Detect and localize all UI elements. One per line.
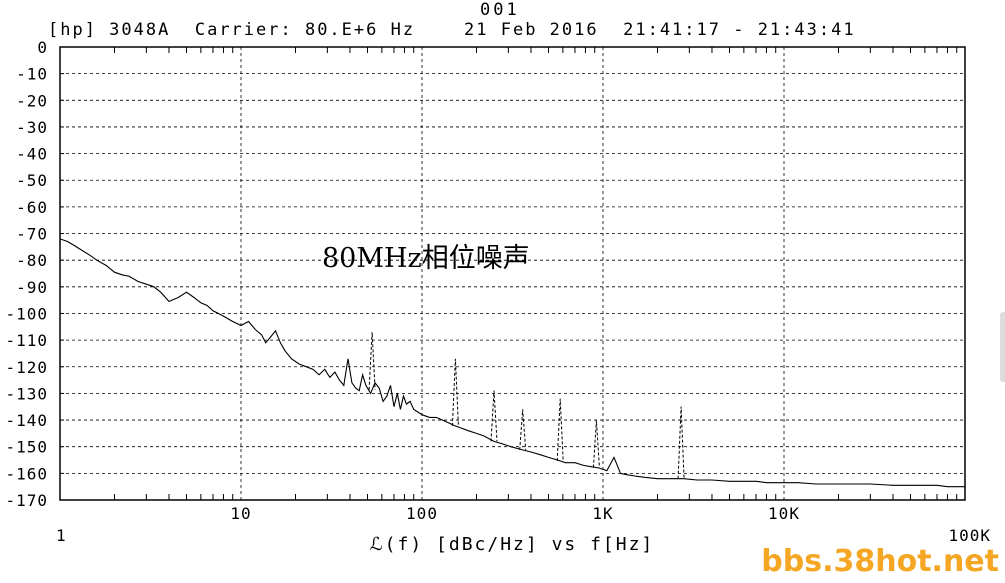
x-tick-label: 1K [592,504,613,523]
x-axis-ticks: 1 10 100 1K 10K 100K [56,47,991,545]
series-group [59,238,965,488]
x-tick-label: 100 [406,504,438,523]
y-tick-label: -140 [5,411,48,430]
y-tick-label: -150 [5,438,48,457]
spur-peak [592,420,600,468]
y-tick-label: 0 [37,38,48,57]
spur-peak [556,398,564,461]
y-tick-label: -40 [16,145,48,164]
x-axis-label: ℒ(f) [dBc/Hz] vs f[Hz] [370,534,655,555]
carrier-label: Carrier: 80.E+6 Hz [194,20,416,40]
spur-peak [519,409,527,450]
spur-peak [490,390,498,442]
y-tick-label: -20 [16,91,48,110]
y-tick-label: -110 [5,331,48,350]
plot-frame [59,46,966,501]
chart-grid [60,47,965,500]
y-tick-label: -130 [5,384,48,403]
y-tick-label: -170 [5,491,48,510]
plot-id: 001 [480,0,520,20]
y-tick-label: -80 [16,251,48,270]
y-tick-label: -30 [16,118,48,137]
x-tick-label: 10K [768,504,800,523]
y-tick-label: -50 [16,171,48,190]
y-tick-label: -60 [16,198,48,217]
y-tick-label: -70 [16,225,48,244]
x-tick-label: 100K [948,526,991,545]
y-tick-label: -10 [16,65,48,84]
y-axis-ticks: 0 -10 -20 -30 -40 -50 -60 -70 -80 -90 -100 -110 -120… [5,38,64,510]
spur-peak [677,406,685,479]
y-tick-label: -120 [5,358,48,377]
y-tick-label: -160 [5,464,48,483]
spur-peak [451,358,459,426]
chart-title: 80MHz相位噪声 [322,243,530,274]
chart-header: [hp] 3048A Carrier: 80.E+6 Hz 21 Feb 201… [48,20,856,40]
x-tick-label: 1 [56,526,67,545]
y-tick-label: -100 [5,304,48,323]
series-line-noise [59,238,965,488]
date-label: 21 Feb 2016 [464,20,599,40]
watermark: bbs.38hot.net [761,544,999,579]
time-range-label: 21:41:17 - 21:43:41 [623,20,856,40]
scroll-edge-tab[interactable] [1000,312,1005,382]
instrument-label: [hp] 3048A [48,20,171,40]
x-tick-label: 10 [230,504,251,523]
spur-peak [368,332,376,390]
y-tick-label: -90 [16,278,48,297]
